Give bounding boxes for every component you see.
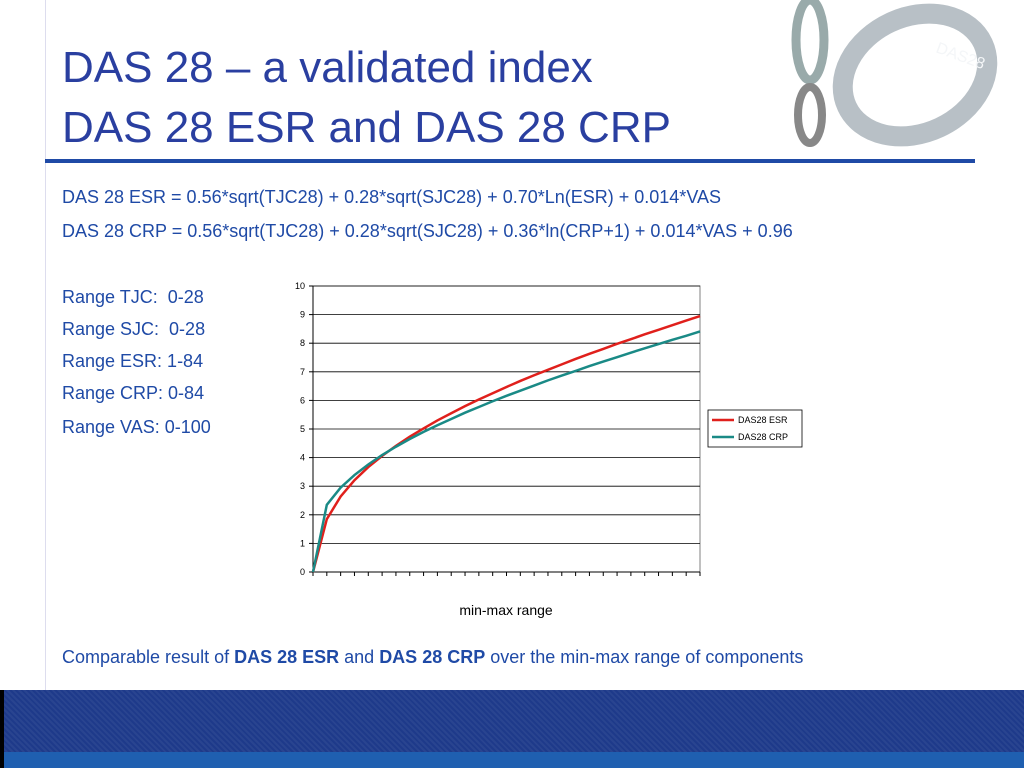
title-line: DAS 28 – a validated index <box>62 43 593 92</box>
range: Range VAS: 0-100 <box>62 417 211 437</box>
formula: DAS 28 ESR = 0.56*sqrt(TJC28) + 0.28*sqr… <box>62 187 721 207</box>
y-tick-label: 6 <box>300 395 305 405</box>
y-tick-label: 2 <box>300 510 305 520</box>
y-tick-label: 10 <box>295 281 305 291</box>
y-tick-label: 0 <box>300 567 305 577</box>
x-axis-label: min-max range <box>459 602 553 618</box>
text: DAS 28 ESR <box>234 647 340 667</box>
chain-link <box>791 0 829 85</box>
legend-label: DAS28 ESR <box>738 415 788 425</box>
y-tick-label: 7 <box>300 367 305 377</box>
y-tick-label: 5 <box>300 424 305 434</box>
footer-stripe <box>0 752 1024 768</box>
range: Range SJC: 0-28 <box>62 319 206 339</box>
chain-image: DAS28 <box>791 0 998 147</box>
footer-edge <box>0 690 4 768</box>
shackle <box>832 3 998 147</box>
text: DAS 28 CRP <box>379 647 486 667</box>
y-tick-label: 1 <box>300 538 305 548</box>
series-line <box>311 330 701 573</box>
range: Range ESR: 1-84 <box>62 351 204 371</box>
text: and <box>339 647 380 667</box>
y-tick-label: 4 <box>300 453 305 463</box>
y-tick-label: 9 <box>300 310 305 320</box>
range: Range TJC: 0-28 <box>62 287 204 307</box>
legend-label: DAS28 CRP <box>738 432 788 442</box>
text: Comparable result of <box>62 647 235 667</box>
title-line: DAS 28 ESR and DAS 28 CRP <box>62 103 671 152</box>
text: over the min-max range of components <box>485 647 804 667</box>
y-tick-label: 8 <box>300 338 305 348</box>
footer-band <box>0 690 1024 752</box>
range: Range CRP: 0-84 <box>62 383 205 403</box>
left-panel <box>0 0 46 690</box>
title-rule <box>45 159 975 163</box>
formula: DAS 28 CRP = 0.56*sqrt(TJC28) + 0.28*sqr… <box>62 221 793 241</box>
chain-link <box>794 83 826 147</box>
chart: min-max range 0 1 2 3 4 5 6 7 8 9 10 DAS28 ESR DAS28… <box>295 281 803 618</box>
legend <box>707 409 803 448</box>
conclusion: Comparable result of DAS 28 ESR and DAS … <box>62 647 803 668</box>
y-tick-label: 3 <box>300 481 305 491</box>
